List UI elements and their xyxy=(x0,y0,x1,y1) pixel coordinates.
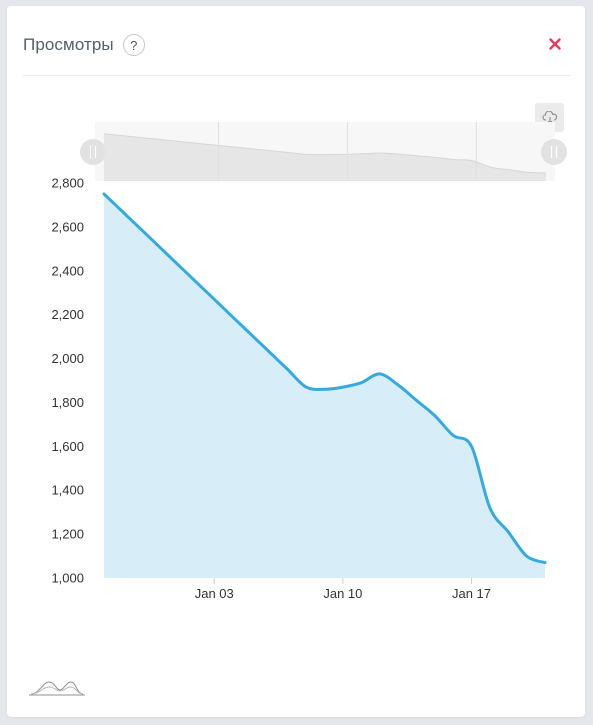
x-tick-label: Jan 03 xyxy=(195,586,234,601)
y-tick-label: 2,400 xyxy=(51,263,84,278)
close-icon[interactable] xyxy=(545,34,565,54)
x-tick-label: Jan 17 xyxy=(452,586,491,601)
navigator-area xyxy=(104,133,546,181)
y-tick-label: 1,000 xyxy=(51,571,84,586)
y-tick-label: 1,800 xyxy=(51,395,84,410)
y-tick-label: 2,600 xyxy=(51,219,84,234)
widget-header: Просмотры ? xyxy=(23,32,145,58)
area-chart-icon[interactable] xyxy=(29,678,85,696)
y-tick-label: 2,800 xyxy=(51,176,84,191)
navigator-handle xyxy=(541,139,567,165)
navigator-handle xyxy=(80,139,106,165)
help-icon: ? xyxy=(130,37,138,53)
y-axis: 1,000 1,200 1,400 1,600 1,800 2,000 2,200 2,400… xyxy=(51,176,84,586)
y-tick-label: 2,000 xyxy=(51,351,84,366)
help-button[interactable]: ? xyxy=(122,34,145,56)
series-area xyxy=(104,194,545,578)
chart-svg: 1,000 1,200 1,400 1,600 1,800 2,000 2,200 2,400… xyxy=(51,122,567,601)
x-tick-label: Jan 10 xyxy=(323,586,362,601)
widget-title: Просмотры xyxy=(23,35,114,54)
y-tick-label: 1,200 xyxy=(51,527,84,542)
navigator[interactable] xyxy=(80,122,567,181)
plot-area xyxy=(102,192,547,578)
navigator-line xyxy=(103,133,547,174)
header-divider xyxy=(23,75,570,76)
widget-card: Просмотры ? 1,000 1,200 1,400 1,600 1,800 2,0… xyxy=(7,6,585,717)
series-line xyxy=(102,192,547,565)
y-tick-label: 1,600 xyxy=(51,439,84,454)
y-tick-label: 2,200 xyxy=(51,307,84,322)
x-axis: Jan 03 Jan 10 Jan 17 xyxy=(195,578,491,601)
y-tick-label: 1,400 xyxy=(51,483,84,498)
